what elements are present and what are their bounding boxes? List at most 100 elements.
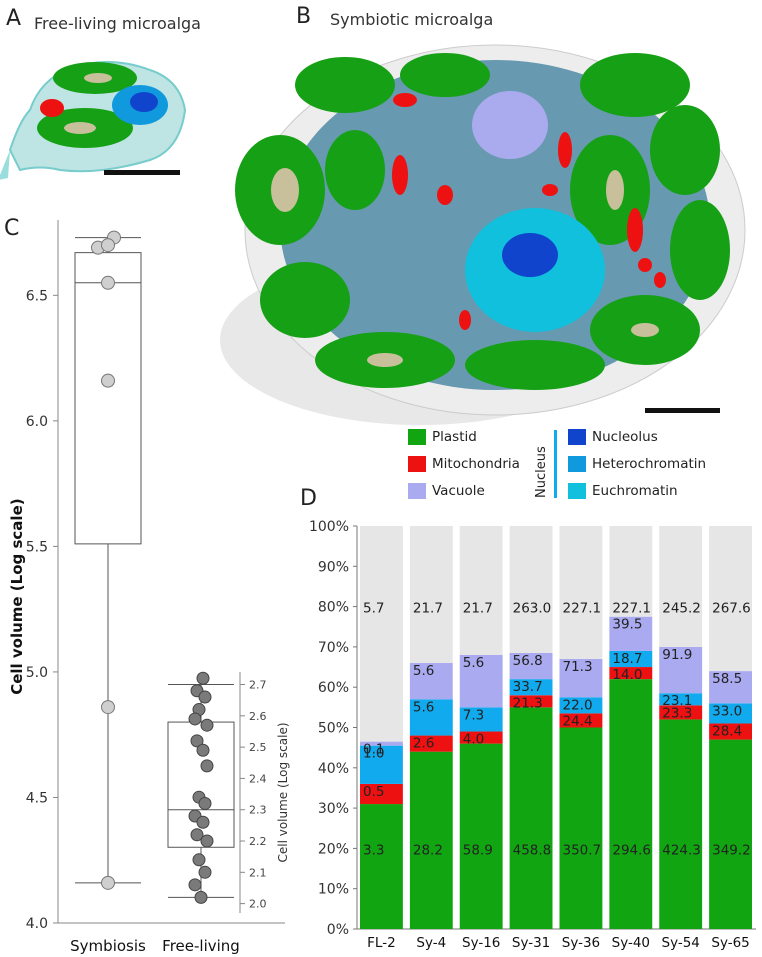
panel-a-title: Free-living microalga (34, 14, 201, 33)
point-symbiosis (101, 238, 115, 253)
data-label: 0.5 (363, 784, 384, 800)
panel-letter-a: A (6, 6, 22, 31)
x-tick-label: Sy-31 (512, 935, 550, 951)
panel-letter-d: D (300, 486, 317, 511)
point-symbiosis (101, 275, 115, 290)
bar-other (659, 526, 703, 647)
data-label: 28.2 (413, 842, 443, 858)
y-tick-label: 10% (318, 882, 349, 898)
point-free-living (198, 796, 212, 810)
data-label: 14.0 (612, 667, 642, 683)
vacuole-shape (472, 91, 548, 159)
plastid-ring (235, 53, 730, 390)
point-free-living (196, 743, 210, 757)
point-free-living (190, 828, 204, 842)
data-label: 91.9 (662, 647, 692, 663)
bar-other (360, 526, 403, 742)
bar-vacuole (409, 663, 453, 700)
bar-other (609, 526, 653, 617)
y-tick-label: 100% (309, 519, 349, 535)
inset-y-tick-label: 2.2 (249, 835, 267, 848)
bar-mitochondria (360, 783, 403, 805)
inset-y-tick-label: 2.7 (249, 679, 267, 692)
data-label: 2.6 (413, 736, 434, 752)
x-tick-label: Sy-65 (711, 935, 749, 951)
x-label-symbiosis: Symbiosis (70, 937, 146, 955)
y-tick-label: 70% (318, 640, 349, 656)
bar-nucleus (559, 697, 603, 714)
point-free-living (192, 853, 206, 867)
data-label: 33.7 (513, 679, 543, 695)
data-label: 227.1 (563, 601, 602, 617)
scale-bar-b (645, 408, 720, 413)
bar-vacuole (360, 741, 403, 746)
point-free-living (198, 865, 212, 879)
legend-plastid: Plastid (408, 428, 477, 446)
x-tick-label: FL-2 (367, 935, 396, 951)
legend-swatch (568, 483, 586, 499)
bar-vacuole (709, 671, 752, 704)
bar-other (459, 526, 503, 655)
data-label: 5.6 (463, 655, 484, 671)
point-free-living (198, 690, 212, 704)
bar-mitochondria (609, 667, 653, 680)
data-label: 227.1 (612, 601, 651, 617)
data-label: 24.4 (563, 713, 593, 729)
bar-mitochondria (559, 713, 603, 728)
inset-y-axis-label: Cell volume (Log scale) (276, 722, 290, 862)
panel-letter-c: C (4, 216, 20, 241)
legend-heterochromatin: Heterochromatin (568, 455, 706, 473)
data-label: 245.2 (662, 601, 701, 617)
free-living-microalga-image (0, 61, 187, 180)
bar-plastid (459, 743, 503, 929)
panel-letter-b: B (296, 4, 312, 29)
bar-vacuole (659, 646, 703, 694)
bar-other (409, 526, 453, 664)
data-label: 5.7 (363, 601, 384, 617)
x-tick-label: Sy-36 (562, 935, 600, 951)
nucleus-group-bracket (554, 430, 557, 498)
bar-nucleus (409, 699, 453, 736)
legend-euchromatin: Euchromatin (568, 482, 678, 500)
data-label: 263.0 (513, 601, 552, 617)
x-tick-label: Sy-40 (612, 935, 650, 951)
data-label: 0.1 (363, 742, 384, 758)
y-tick-label: 30% (318, 801, 349, 817)
data-label: 21.3 (513, 695, 543, 711)
y-tick-label: 90% (318, 559, 349, 575)
point-free-living (200, 718, 214, 732)
legend-swatch (408, 456, 426, 472)
data-label: 58.9 (463, 842, 493, 858)
y-axis-label: Cell volume (Log scale) (8, 498, 26, 694)
point-free-living (194, 890, 208, 904)
bar-plastid (360, 804, 403, 929)
bar-nucleus (709, 703, 752, 724)
bar-plastid (409, 751, 453, 929)
data-label: 21.7 (413, 601, 443, 617)
data-label: 7.3 (463, 707, 484, 723)
point-symbiosis (101, 373, 115, 388)
stacked-volume-barchart: 0% 10% 20% 30% 40% 50% 60% 70% 80% 90% 100% FL-2 Sy-… (309, 519, 756, 951)
bar-plastid (659, 719, 703, 929)
data-label: 58.5 (712, 671, 742, 687)
data-label: 5.6 (413, 699, 434, 715)
bar-mitochondria (459, 731, 503, 744)
data-label: 56.8 (513, 653, 543, 669)
inset-y-tick-label: 2.1 (249, 866, 267, 879)
legend-nucleolus: Nucleolus (568, 428, 658, 446)
data-label: 294.6 (612, 842, 651, 858)
y-tick-label: 4.5 (26, 790, 48, 806)
x-tick-label: Sy-16 (462, 935, 500, 951)
mitochondria-cluster (392, 93, 666, 330)
inset-y-tick-label: 2.6 (249, 710, 267, 723)
bar-nucleus (360, 745, 403, 784)
data-label: 267.6 (712, 601, 751, 617)
point-symbiosis (101, 875, 115, 890)
data-label: 18.7 (612, 651, 642, 667)
legend-swatch (408, 429, 426, 445)
point-free-living (196, 671, 210, 685)
bar-plastid (609, 679, 653, 929)
point-free-living (200, 834, 214, 848)
nucleus-group-label: Nucleus (534, 446, 549, 498)
data-label: 349.2 (712, 842, 751, 858)
